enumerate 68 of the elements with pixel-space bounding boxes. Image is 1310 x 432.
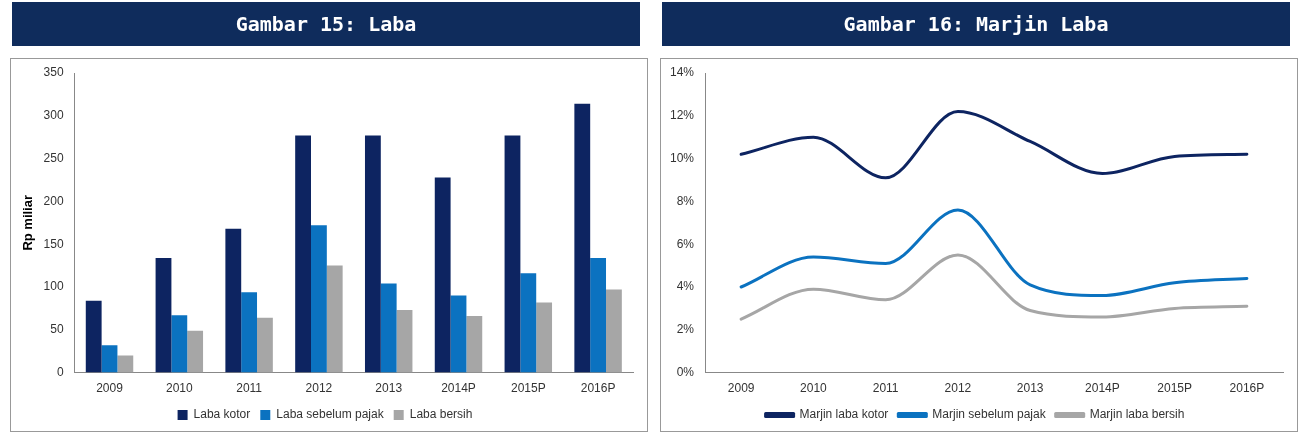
bar <box>155 257 172 373</box>
bar <box>241 292 258 373</box>
y-tick-label: 0 <box>56 364 64 379</box>
x-tick-label: 2009 <box>727 381 755 396</box>
bar <box>574 103 591 373</box>
legend-label: Laba kotor <box>193 407 251 422</box>
legend-label: Marjin laba kotor <box>799 407 889 422</box>
x-tick-label: 2015P <box>510 381 546 396</box>
bar <box>590 257 607 373</box>
y-tick-label: 250 <box>43 150 64 165</box>
x-tick-label: 2010 <box>165 381 193 396</box>
line-series <box>739 110 1249 180</box>
legend-label: Laba sebelum pajak <box>276 407 385 422</box>
y-axis-title: Rp miliar <box>20 194 36 251</box>
x-tick-label: 2010 <box>800 381 828 396</box>
bar <box>101 345 118 373</box>
x-tick-label: 2011 <box>872 381 899 396</box>
bar <box>311 225 327 373</box>
x-tick-label: 2014P <box>1085 381 1120 396</box>
bar <box>396 310 413 373</box>
x-tick-label: 2013 <box>375 381 403 396</box>
y-tick-label: 150 <box>43 236 64 251</box>
bar <box>364 135 381 373</box>
y-tick-label: 0% <box>676 364 695 379</box>
x-tick-label: 2014P <box>441 381 476 396</box>
y-tick-label: 10% <box>669 150 695 165</box>
legend-label: Marjin laba bersih <box>1089 407 1185 422</box>
x-tick-label: 2011 <box>236 381 263 396</box>
x-tick-label: 2012 <box>305 381 333 396</box>
chart-title: Gambar 16: Marjin Laba <box>662 2 1290 46</box>
y-tick-label: 6% <box>676 236 695 251</box>
y-tick-label: 300 <box>43 108 64 123</box>
bar <box>434 177 451 373</box>
y-tick-label: 200 <box>43 193 64 208</box>
chart-title: Gambar 15: Laba <box>12 2 640 46</box>
x-tick-label: 2013 <box>1016 381 1044 396</box>
y-tick-label: 2% <box>676 322 695 337</box>
bar <box>606 289 622 373</box>
y-tick-label: 12% <box>669 108 695 123</box>
bar <box>536 302 553 373</box>
y-tick-label: 4% <box>676 279 695 294</box>
x-tick-label: 2015P <box>1157 381 1192 396</box>
legend-label: Laba bersih <box>409 407 473 422</box>
line-series <box>739 208 1249 298</box>
legend-label: Marjin sebelum pajak <box>932 407 1047 422</box>
y-tick-label: 350 <box>43 65 64 80</box>
bar <box>85 300 102 373</box>
x-tick-label: 2012 <box>944 381 972 396</box>
bar <box>257 317 273 373</box>
x-tick-label: 2009 <box>96 381 124 396</box>
y-tick-label: 100 <box>43 279 64 294</box>
bar <box>326 265 343 373</box>
y-tick-label: 8% <box>676 193 695 208</box>
bar <box>225 228 242 373</box>
y-tick-label: 50 <box>50 322 64 337</box>
bar <box>171 315 188 373</box>
x-tick-label: 2016P <box>1229 381 1265 396</box>
bar <box>504 135 521 373</box>
bar <box>450 295 467 373</box>
bar <box>295 135 311 373</box>
bar <box>187 330 204 373</box>
bar <box>117 355 134 373</box>
line-series <box>739 253 1249 321</box>
bar <box>380 283 397 373</box>
y-tick-label: 14% <box>669 65 695 80</box>
x-tick-label: 2016P <box>580 381 616 396</box>
bar <box>520 273 537 373</box>
bar <box>466 316 483 373</box>
